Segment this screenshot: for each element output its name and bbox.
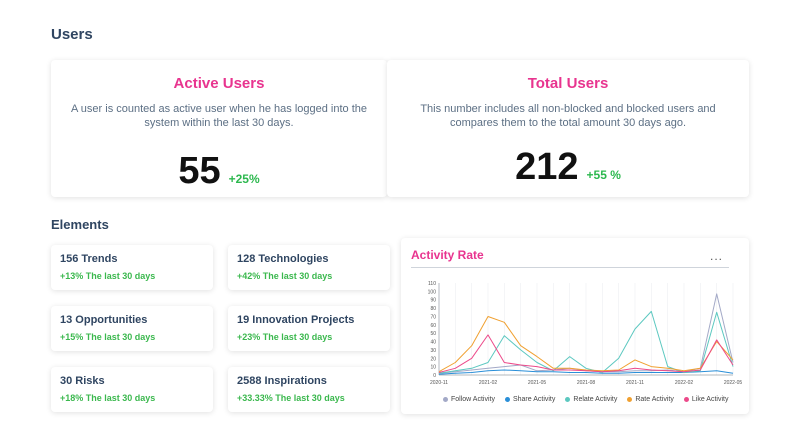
element-card-title: 19 Innovation Projects: [237, 314, 355, 326]
x-tick-label: 2021-11: [626, 380, 644, 386]
total-users-title: Total Users: [527, 75, 609, 92]
legend-label: Rate Activity: [635, 396, 674, 403]
element-card-title: 13 Opportunities: [60, 314, 148, 326]
total-users-description: This number includes all non-blocked and…: [420, 103, 716, 129]
active-users-metric: 55 +25%: [51, 150, 387, 193]
legend-label: Follow Activity: [451, 396, 495, 403]
elements-section-title: Elements: [51, 217, 109, 232]
y-tick-label: 110: [428, 281, 436, 287]
divider: [411, 267, 729, 268]
x-tick-label: 2021-08: [577, 380, 596, 386]
element-card-subtitle: +42% The last 30 days: [237, 271, 333, 281]
activity-line-chart: 0 10 20 30 40 50 60 70 80 90 100 110 2020-11 2021-02 2…: [428, 281, 743, 386]
element-card-subtitle: +15% The last 30 days: [60, 332, 156, 342]
element-card-title: 156 Trends: [60, 253, 118, 265]
legend-item[interactable]: Rate Activity: [627, 396, 674, 403]
activity-rate-title: Activity Rate: [411, 248, 484, 262]
y-tick-label: 100: [428, 289, 437, 295]
element-card-innovation-projects[interactable]: 19 Innovation Projects +23% The last 30 …: [228, 306, 390, 351]
legend-dot-icon: [627, 397, 633, 402]
element-card-subtitle: +13% The last 30 days: [60, 271, 156, 281]
legend-dot-icon: [443, 397, 448, 402]
active-users-value: 55: [178, 150, 221, 192]
users-section-title: Users: [51, 26, 93, 43]
element-card-title: 128 Technologies: [237, 253, 329, 265]
legend-item[interactable]: Follow Activity: [443, 396, 495, 403]
total-users-change: +55 %: [586, 168, 621, 182]
legend-item[interactable]: Relate Activity: [565, 396, 617, 403]
series-line-like-activity: [438, 334, 734, 373]
element-card-subtitle: +33.33% The last 30 days: [237, 393, 345, 403]
legend-dot-icon: [683, 397, 689, 402]
legend-label: Relate Activity: [573, 396, 618, 403]
y-tick-label: 30: [430, 348, 436, 354]
element-card-opportunities[interactable]: 13 Opportunities +15% The last 30 days: [51, 306, 213, 351]
element-card-trends[interactable]: 156 Trends +13% The last 30 days: [51, 245, 213, 290]
x-tick-label: 2022-02: [675, 380, 694, 386]
element-card-subtitle: +23% The last 30 days: [237, 332, 333, 342]
active-users-title: Active Users: [173, 75, 265, 92]
element-card-title: 2588 Inspirations: [237, 375, 327, 387]
x-tick-label: 2020-11: [430, 380, 448, 386]
y-tick-label: 80: [430, 306, 436, 312]
active-users-description: A user is counted as active user when he…: [71, 103, 367, 129]
more-horizontal-icon[interactable]: ...: [709, 249, 723, 263]
total-users-value: 212: [515, 146, 579, 188]
legend-item[interactable]: Share Activity: [504, 396, 556, 403]
y-tick-label: 90: [430, 298, 436, 304]
y-tick-label: 50: [430, 331, 436, 337]
total-users-card: Total Users This number includes all non…: [387, 60, 749, 197]
y-tick-label: 0: [433, 373, 436, 379]
legend-dot-icon: [504, 397, 510, 402]
legend-item[interactable]: Like Activity: [683, 396, 729, 403]
active-users-card: Active Users A user is counted as active…: [51, 60, 387, 197]
total-users-metric: 212 +55 %: [387, 146, 749, 189]
series-line-rate-activity: [438, 316, 734, 373]
legend-label: Share Activity: [512, 396, 556, 403]
element-card-inspirations[interactable]: 2588 Inspirations +33.33% The last 30 da…: [228, 367, 390, 412]
y-tick-label: 20: [430, 356, 436, 362]
y-tick-label: 40: [430, 340, 436, 346]
activity-rate-card: Activity Rate ... 0 10 20 30 40 50 60 70 80 90 100…: [401, 238, 749, 414]
chart-legend: Follow Activity Share Activity Relate Acti…: [443, 396, 728, 403]
active-users-change: +25%: [228, 172, 260, 186]
x-tick-label: 2021-05: [528, 380, 547, 386]
y-tick-label: 60: [430, 323, 436, 329]
element-card-technologies[interactable]: 128 Technologies +42% The last 30 days: [228, 245, 390, 290]
x-tick-label: 2022-05: [724, 380, 743, 386]
series-line-relate-activity: [438, 310, 734, 374]
element-card-risks[interactable]: 30 Risks +18% The last 30 days: [51, 367, 213, 412]
y-tick-label: 10: [430, 365, 436, 371]
legend-label: Like Activity: [691, 396, 729, 403]
element-card-subtitle: +18% The last 30 days: [60, 393, 156, 403]
y-tick-label: 70: [430, 314, 436, 320]
x-tick-label: 2021-02: [479, 380, 498, 386]
element-card-title: 30 Risks: [60, 375, 105, 387]
legend-dot-icon: [565, 397, 571, 402]
